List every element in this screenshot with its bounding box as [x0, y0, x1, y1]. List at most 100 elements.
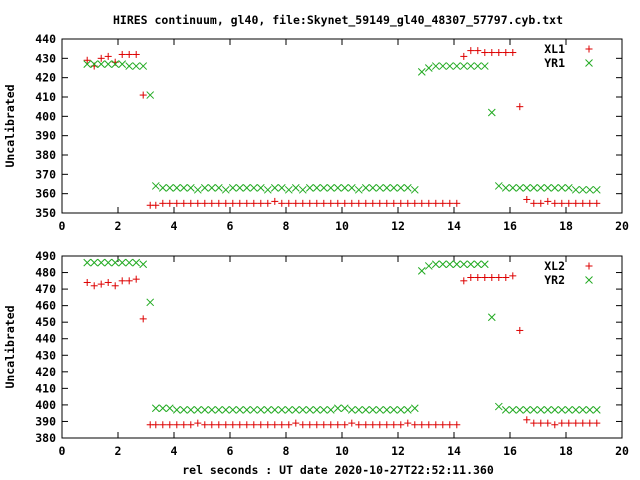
- bottom-yr2-point: [431, 260, 440, 269]
- bottom-xl2-point: [418, 421, 426, 429]
- bottom-y-tick-label: 450: [35, 315, 56, 329]
- bottom-xl2-point: [537, 419, 545, 427]
- bottom-panel: Uncalibrated 0 2 4 6 8 10 12 14 16 18 20 380 390 400 4…: [3, 249, 629, 458]
- bottom-yr2-point: [340, 404, 349, 413]
- bottom-yr2-point: [125, 258, 134, 267]
- top-x-tick-label: 16: [503, 219, 517, 233]
- top-yr1-point: [186, 184, 195, 192]
- top-yr1-point: [361, 184, 370, 192]
- top-xl1-point: [201, 199, 209, 207]
- top-yr1-point: [333, 184, 342, 192]
- top-xl1-point: [313, 199, 321, 207]
- bottom-yr2-point: [459, 260, 468, 269]
- top-xl1-point: [495, 49, 503, 57]
- bottom-xl2-point: [139, 315, 147, 323]
- bottom-xl2-point: [551, 421, 559, 429]
- bottom-xl2-point: [460, 277, 468, 285]
- bottom-x-tick-label: 14: [447, 444, 461, 458]
- top-yr1-point: [298, 185, 307, 194]
- top-xl1-point: [509, 49, 517, 57]
- top-y-tick-label: 350: [35, 206, 56, 220]
- bottom-xl2-point: [572, 419, 580, 427]
- bottom-yr2-point: [424, 262, 433, 270]
- bottom-yr2-point: [97, 258, 106, 267]
- top-xl1-point: [243, 199, 251, 207]
- bottom-yr2-point: [410, 404, 419, 413]
- top-xl1-point: [467, 47, 475, 55]
- bottom-yr2-point: [256, 406, 265, 414]
- top-xl1-point: [390, 199, 398, 207]
- top-yr1-point: [256, 184, 265, 192]
- top-yr1-point: [494, 182, 503, 190]
- bottom-xl2-point: [222, 421, 230, 429]
- top-xl1-point: [348, 199, 356, 207]
- bottom-xl2-point: [299, 421, 307, 429]
- top-xl1-point: [166, 199, 174, 207]
- bottom-yr2-point: [179, 406, 188, 414]
- bottom-xl2-point: [404, 419, 412, 427]
- top-xl1-point: [537, 199, 545, 207]
- top-y-tick-label: 430: [35, 51, 56, 65]
- top-yr1-point: [459, 62, 468, 70]
- bottom-xl2-point: [257, 421, 265, 429]
- top-yr1-point: [347, 184, 356, 192]
- top-xl1-point: [593, 199, 601, 207]
- bottom-xl2-point: [194, 419, 202, 427]
- bottom-y-tick-label: 430: [35, 348, 56, 362]
- bottom-yr2-point: [585, 406, 594, 414]
- top-yr1-point: [132, 62, 141, 70]
- bottom-y-tick-label: 470: [35, 282, 56, 296]
- bottom-xl2-point: [453, 421, 461, 429]
- bottom-xl2-point: [544, 419, 552, 427]
- top-x-tick-label: 6: [227, 219, 234, 233]
- top-yr1-point: [235, 184, 244, 192]
- top-yr1-point: [592, 185, 601, 194]
- top-ticks: 0 2 4 6 8 10 12 14 16 18 20 350 360 370 380 390 400 410 42…: [35, 32, 629, 233]
- bottom-xl2-point: [523, 416, 531, 424]
- bottom-xl2-point: [152, 421, 160, 429]
- top-yr1-point: [515, 184, 524, 192]
- bottom-legend-label-yr2: YR2: [544, 273, 565, 287]
- bottom-yr2-point: [118, 258, 127, 267]
- top-yr1-point: [151, 182, 160, 190]
- top-xl1-point: [306, 199, 314, 207]
- top-yr1-point: [431, 62, 440, 70]
- top-xl1-point: [194, 199, 202, 207]
- top-xl1-point: [257, 199, 265, 207]
- bottom-x-tick-label: 20: [615, 444, 629, 458]
- top-yr1-point: [242, 184, 251, 192]
- top-yr1-point: [305, 184, 314, 192]
- bottom-yr2-point: [83, 258, 92, 267]
- bottom-yr2-point: [319, 406, 328, 414]
- bottom-yr2-point: [158, 404, 167, 413]
- bottom-yr2-point: [354, 406, 363, 414]
- bottom-xl2-point: [327, 421, 335, 429]
- bottom-yr2-point: [263, 406, 272, 414]
- top-xl1-point: [425, 199, 433, 207]
- top-yr1-point: [543, 184, 552, 192]
- bottom-xl2-point: [250, 421, 258, 429]
- top-yr1-point: [340, 184, 349, 192]
- bottom-yr2-point: [333, 404, 342, 413]
- bottom-xl2-point: [439, 421, 447, 429]
- top-xl1-point: [383, 199, 391, 207]
- bottom-yr2-point: [522, 406, 531, 414]
- bottom-xl2-point: [83, 278, 91, 286]
- bottom-xl2-point: [118, 277, 126, 285]
- top-yr1-point: [564, 184, 573, 192]
- top-legend-marker-xl1: [585, 45, 593, 53]
- top-yr1-point: [382, 184, 391, 192]
- top-xl1-point: [334, 199, 342, 207]
- bottom-xl2-point: [565, 419, 573, 427]
- top-yr1-point: [125, 62, 134, 70]
- top-xl1-point: [327, 199, 335, 207]
- bottom-y-tick-label: 460: [35, 299, 56, 313]
- top-yr1-point: [466, 62, 475, 70]
- top-xl1-point: [369, 199, 377, 207]
- bottom-x-tick-label: 2: [115, 444, 122, 458]
- bottom-xl2-point: [586, 419, 594, 427]
- bottom-xl2-point: [159, 421, 167, 429]
- top-panel: Uncalibrated 0 2 4 6 8 10 12 14 16 18 20 350 360 370 3…: [3, 32, 629, 233]
- top-yr1-point: [207, 184, 216, 192]
